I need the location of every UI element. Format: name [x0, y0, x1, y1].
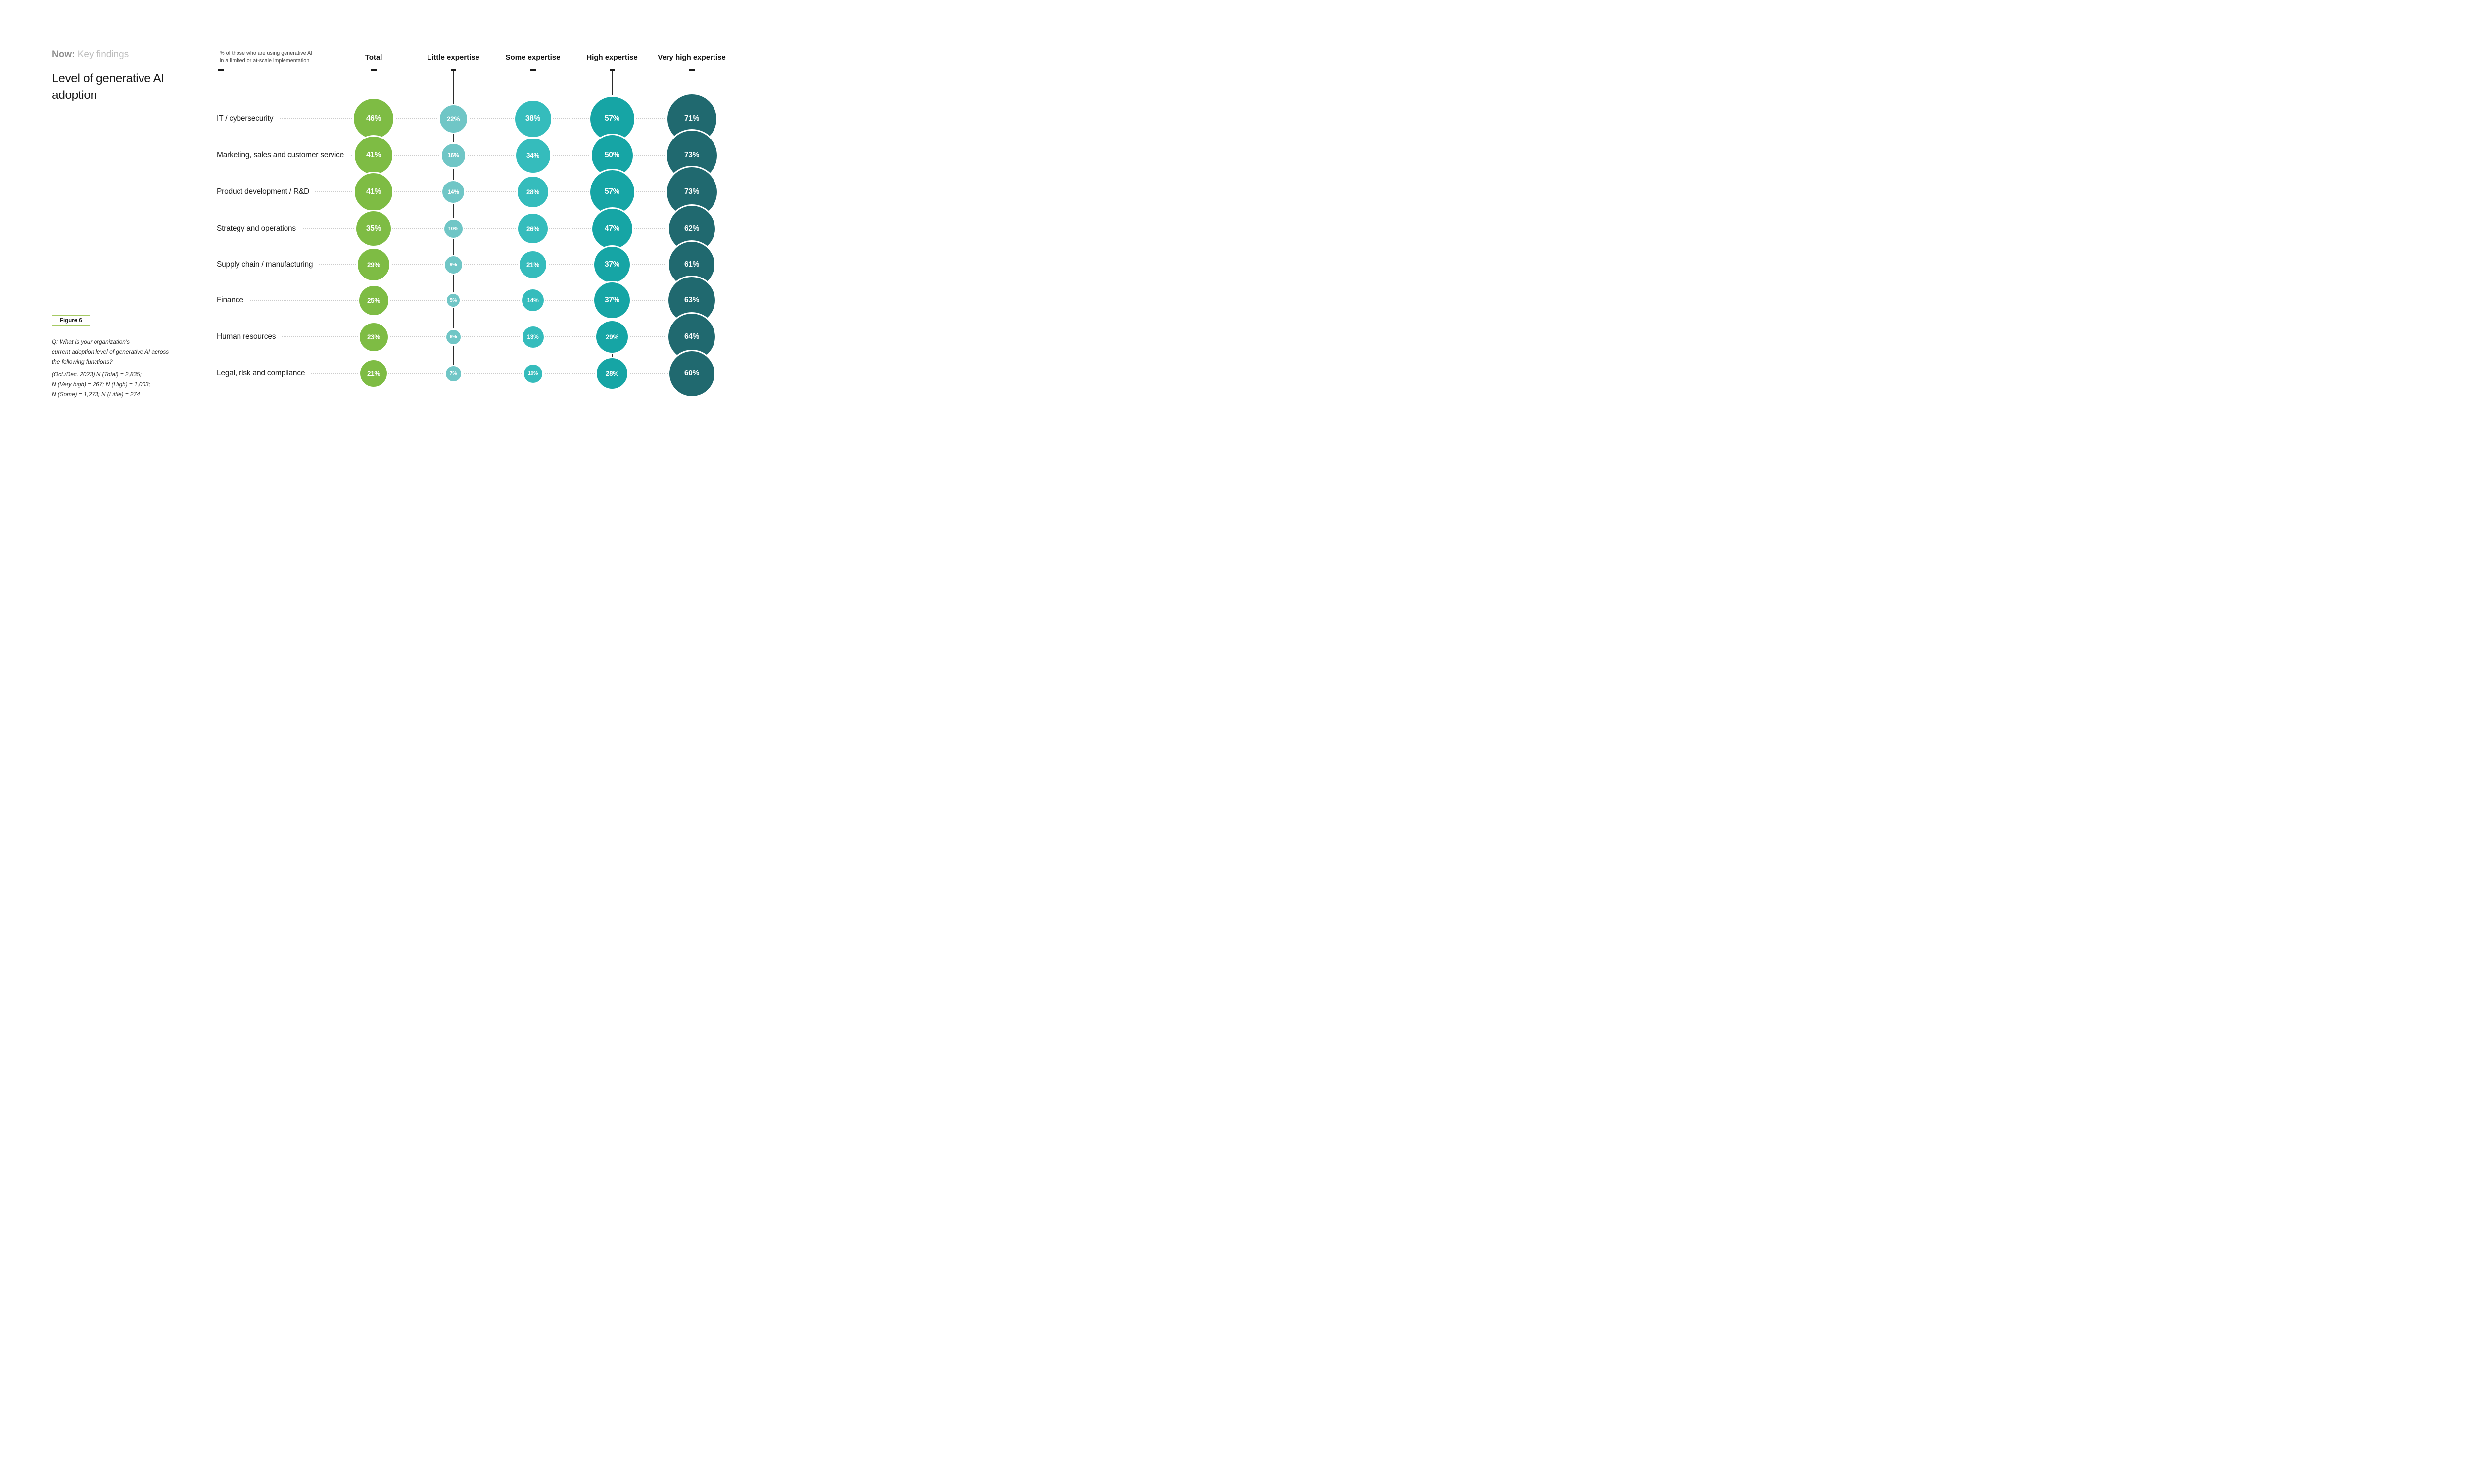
row-label: IT / cybersecurity — [217, 113, 280, 125]
bubble-little-expertise: 6% — [444, 328, 462, 346]
column-axis-tick — [530, 69, 536, 71]
column-axis-tick — [371, 69, 377, 71]
bubble-little-expertise: 5% — [445, 292, 461, 308]
bubble-some-expertise: 13% — [521, 325, 545, 349]
bubble-total: 21% — [359, 359, 388, 388]
bubble-little-expertise: 14% — [441, 180, 466, 204]
bubble-high-expertise: 28% — [595, 357, 629, 390]
footnote-line: (Oct./Dec. 2023) N (Total) = 2,835; — [52, 371, 142, 378]
footnote-sample-sizes: (Oct./Dec. 2023) N (Total) = 2,835; N (Ve… — [52, 370, 150, 399]
column-header: Little expertise — [427, 53, 479, 62]
bubble-some-expertise: 10% — [522, 363, 544, 384]
eyebrow-key-findings: Key findings — [75, 49, 129, 60]
column-header: High expertise — [586, 53, 638, 62]
footnote-line: N (Very high) = 267; N (High) = 1,003; — [52, 380, 150, 388]
bubble-some-expertise: 28% — [516, 175, 550, 209]
footnote-line: N (Some) = 1,273; N (Little) = 274 — [52, 390, 140, 398]
column-axis-tick — [450, 69, 456, 71]
bubble-very-high-expertise: 60% — [667, 349, 716, 398]
figure-badge: Figure 6 — [52, 315, 90, 326]
row-label: Finance — [217, 294, 249, 306]
footnote-question: Q: What is your organization’s current ad… — [52, 337, 169, 367]
column-axis-tick — [609, 69, 615, 71]
bubble-total: 25% — [357, 284, 390, 317]
bubble-some-expertise: 14% — [521, 288, 545, 313]
infographic-page: Now: Key findings Level of generative AI… — [0, 0, 762, 428]
bubble-very-high-expertise: 73% — [665, 165, 718, 219]
bubble-little-expertise: 16% — [440, 142, 467, 169]
bubble-total: 23% — [358, 321, 389, 353]
row-label: Product development / R&D — [217, 186, 316, 198]
bubble-some-expertise: 26% — [517, 212, 549, 245]
eyebrow-now: Now: — [52, 49, 75, 60]
row-label: Supply chain / manufacturing — [217, 259, 319, 271]
footnote-line: the following functions? — [52, 358, 113, 365]
row-label: Marketing, sales and customer service — [217, 149, 350, 161]
bubble-total: 35% — [355, 210, 392, 247]
bubble-some-expertise: 34% — [514, 137, 552, 174]
chart-subtitle: % of those who are using generative AI in… — [220, 50, 312, 65]
bubble-some-expertise: 38% — [513, 99, 553, 139]
bubble-some-expertise: 21% — [518, 250, 548, 279]
column-header: Some expertise — [505, 53, 561, 62]
bubble-total: 29% — [356, 247, 391, 282]
bubble-high-expertise: 37% — [593, 245, 631, 284]
bubble-little-expertise: 10% — [442, 218, 464, 239]
row-label: Legal, risk and compliance — [217, 368, 311, 379]
bubble-little-expertise: 7% — [444, 364, 463, 383]
column-axis-tick — [689, 69, 695, 71]
bubble-high-expertise: 47% — [590, 207, 634, 250]
column-header: Total — [365, 53, 382, 62]
bubble-total: 41% — [353, 135, 394, 176]
bubble-high-expertise: 29% — [595, 320, 629, 354]
footnote-line: Q: What is your organization’s — [52, 338, 130, 345]
row-label: Strategy and operations — [217, 223, 302, 234]
left-axis-tick — [218, 69, 224, 71]
footnote-line: current adoption level of generative AI … — [52, 348, 169, 355]
chart-subtitle-line: in a limited or at-scale implementation — [220, 58, 310, 64]
page-title: Level of generative AI adoption — [52, 72, 164, 102]
bubble-total: 46% — [352, 97, 395, 140]
chart-subtitle-line: % of those who are using generative AI — [220, 50, 313, 56]
column-header: Very high expertise — [658, 53, 726, 62]
bubble-little-expertise: 9% — [443, 254, 464, 275]
bubble-little-expertise: 22% — [438, 103, 469, 134]
eyebrow: Now: Key findings — [52, 49, 129, 60]
row-label: Human resources — [217, 331, 282, 343]
bubble-total: 41% — [353, 172, 394, 212]
bubble-high-expertise: 37% — [593, 281, 631, 320]
